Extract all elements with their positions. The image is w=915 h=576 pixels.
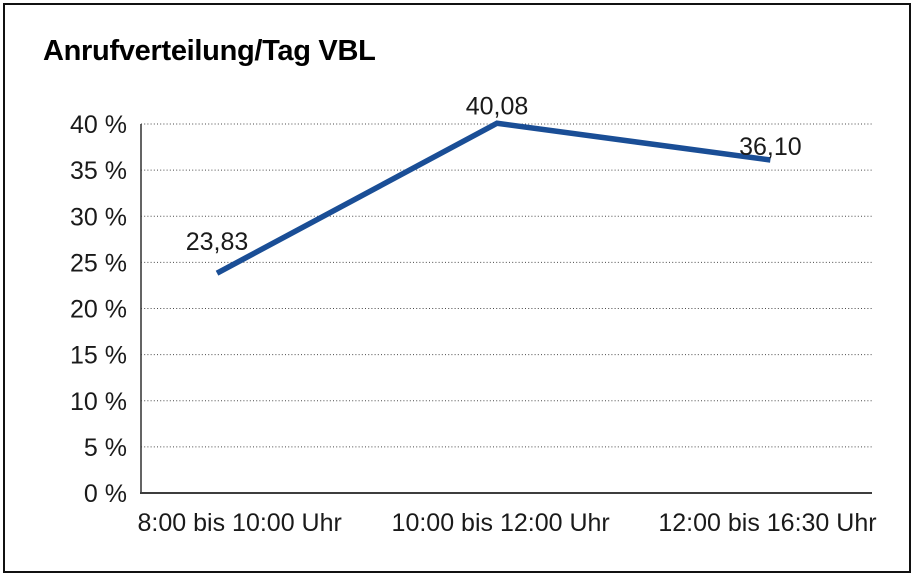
data-line [215,120,771,276]
y-tick-label: 10 % [70,388,127,416]
data-point-label: 23,83 [186,228,249,256]
y-tick-label: 25 % [70,249,127,277]
y-tick-label: 30 % [70,203,127,231]
y-tick-label: 0 % [84,480,127,508]
y-tick-label: 15 % [70,342,127,370]
data-point-label: 40,08 [466,92,529,120]
data-point-label: 36,10 [739,133,802,161]
x-category-label: 10:00 bis 12:00 Uhr [392,509,610,537]
y-tick-label: 40 % [70,111,127,139]
y-tick-label: 35 % [70,157,127,185]
chart-title: Anrufverteilung/Tag VBL [43,35,376,67]
y-tick-label: 20 % [70,296,127,324]
y-tick-label: 5 % [84,434,127,462]
x-category-label: 12:00 bis 16:30 Uhr [658,509,876,537]
x-category-label: 8:00 bis 10:00 Uhr [138,509,342,537]
chart-frame: Anrufverteilung/Tag VBL [3,3,911,573]
